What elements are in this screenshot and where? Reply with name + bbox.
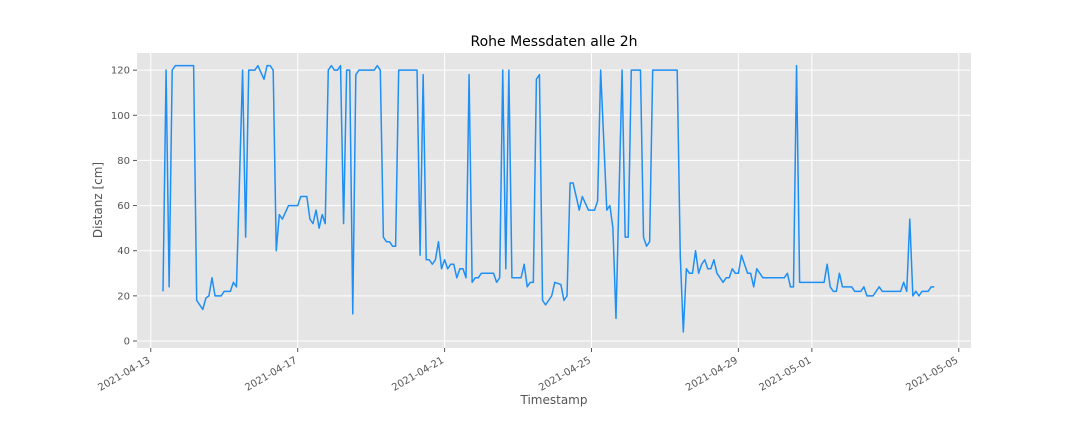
y-tick-label: 40 bbox=[117, 246, 130, 257]
y-tick-label: 120 bbox=[111, 66, 130, 77]
x-tick-label: 2021-04-17 bbox=[243, 355, 299, 394]
y-tick-label: 60 bbox=[117, 201, 130, 212]
x-tick-label: 2021-05-01 bbox=[758, 355, 814, 394]
y-tick-label: 0 bbox=[124, 337, 130, 348]
x-tick-label: 2021-04-21 bbox=[390, 355, 446, 394]
data-line bbox=[162, 64, 935, 333]
plot-area bbox=[137, 53, 971, 348]
x-axis-label: Timestamp bbox=[520, 393, 588, 407]
x-tick-label: 2021-04-29 bbox=[684, 355, 740, 394]
y-tick-label: 100 bbox=[111, 111, 130, 122]
y-axis-label: Distanz [cm] bbox=[91, 162, 105, 238]
chart-title: Rohe Messdaten alle 2h bbox=[471, 34, 638, 50]
x-tick-label: 2021-05-05 bbox=[904, 355, 960, 394]
y-tick-label: 80 bbox=[117, 156, 130, 167]
y-tick-label: 20 bbox=[117, 291, 130, 302]
x-tick-label: 2021-04-13 bbox=[96, 355, 152, 394]
x-tick-label: 2021-04-25 bbox=[537, 355, 593, 394]
